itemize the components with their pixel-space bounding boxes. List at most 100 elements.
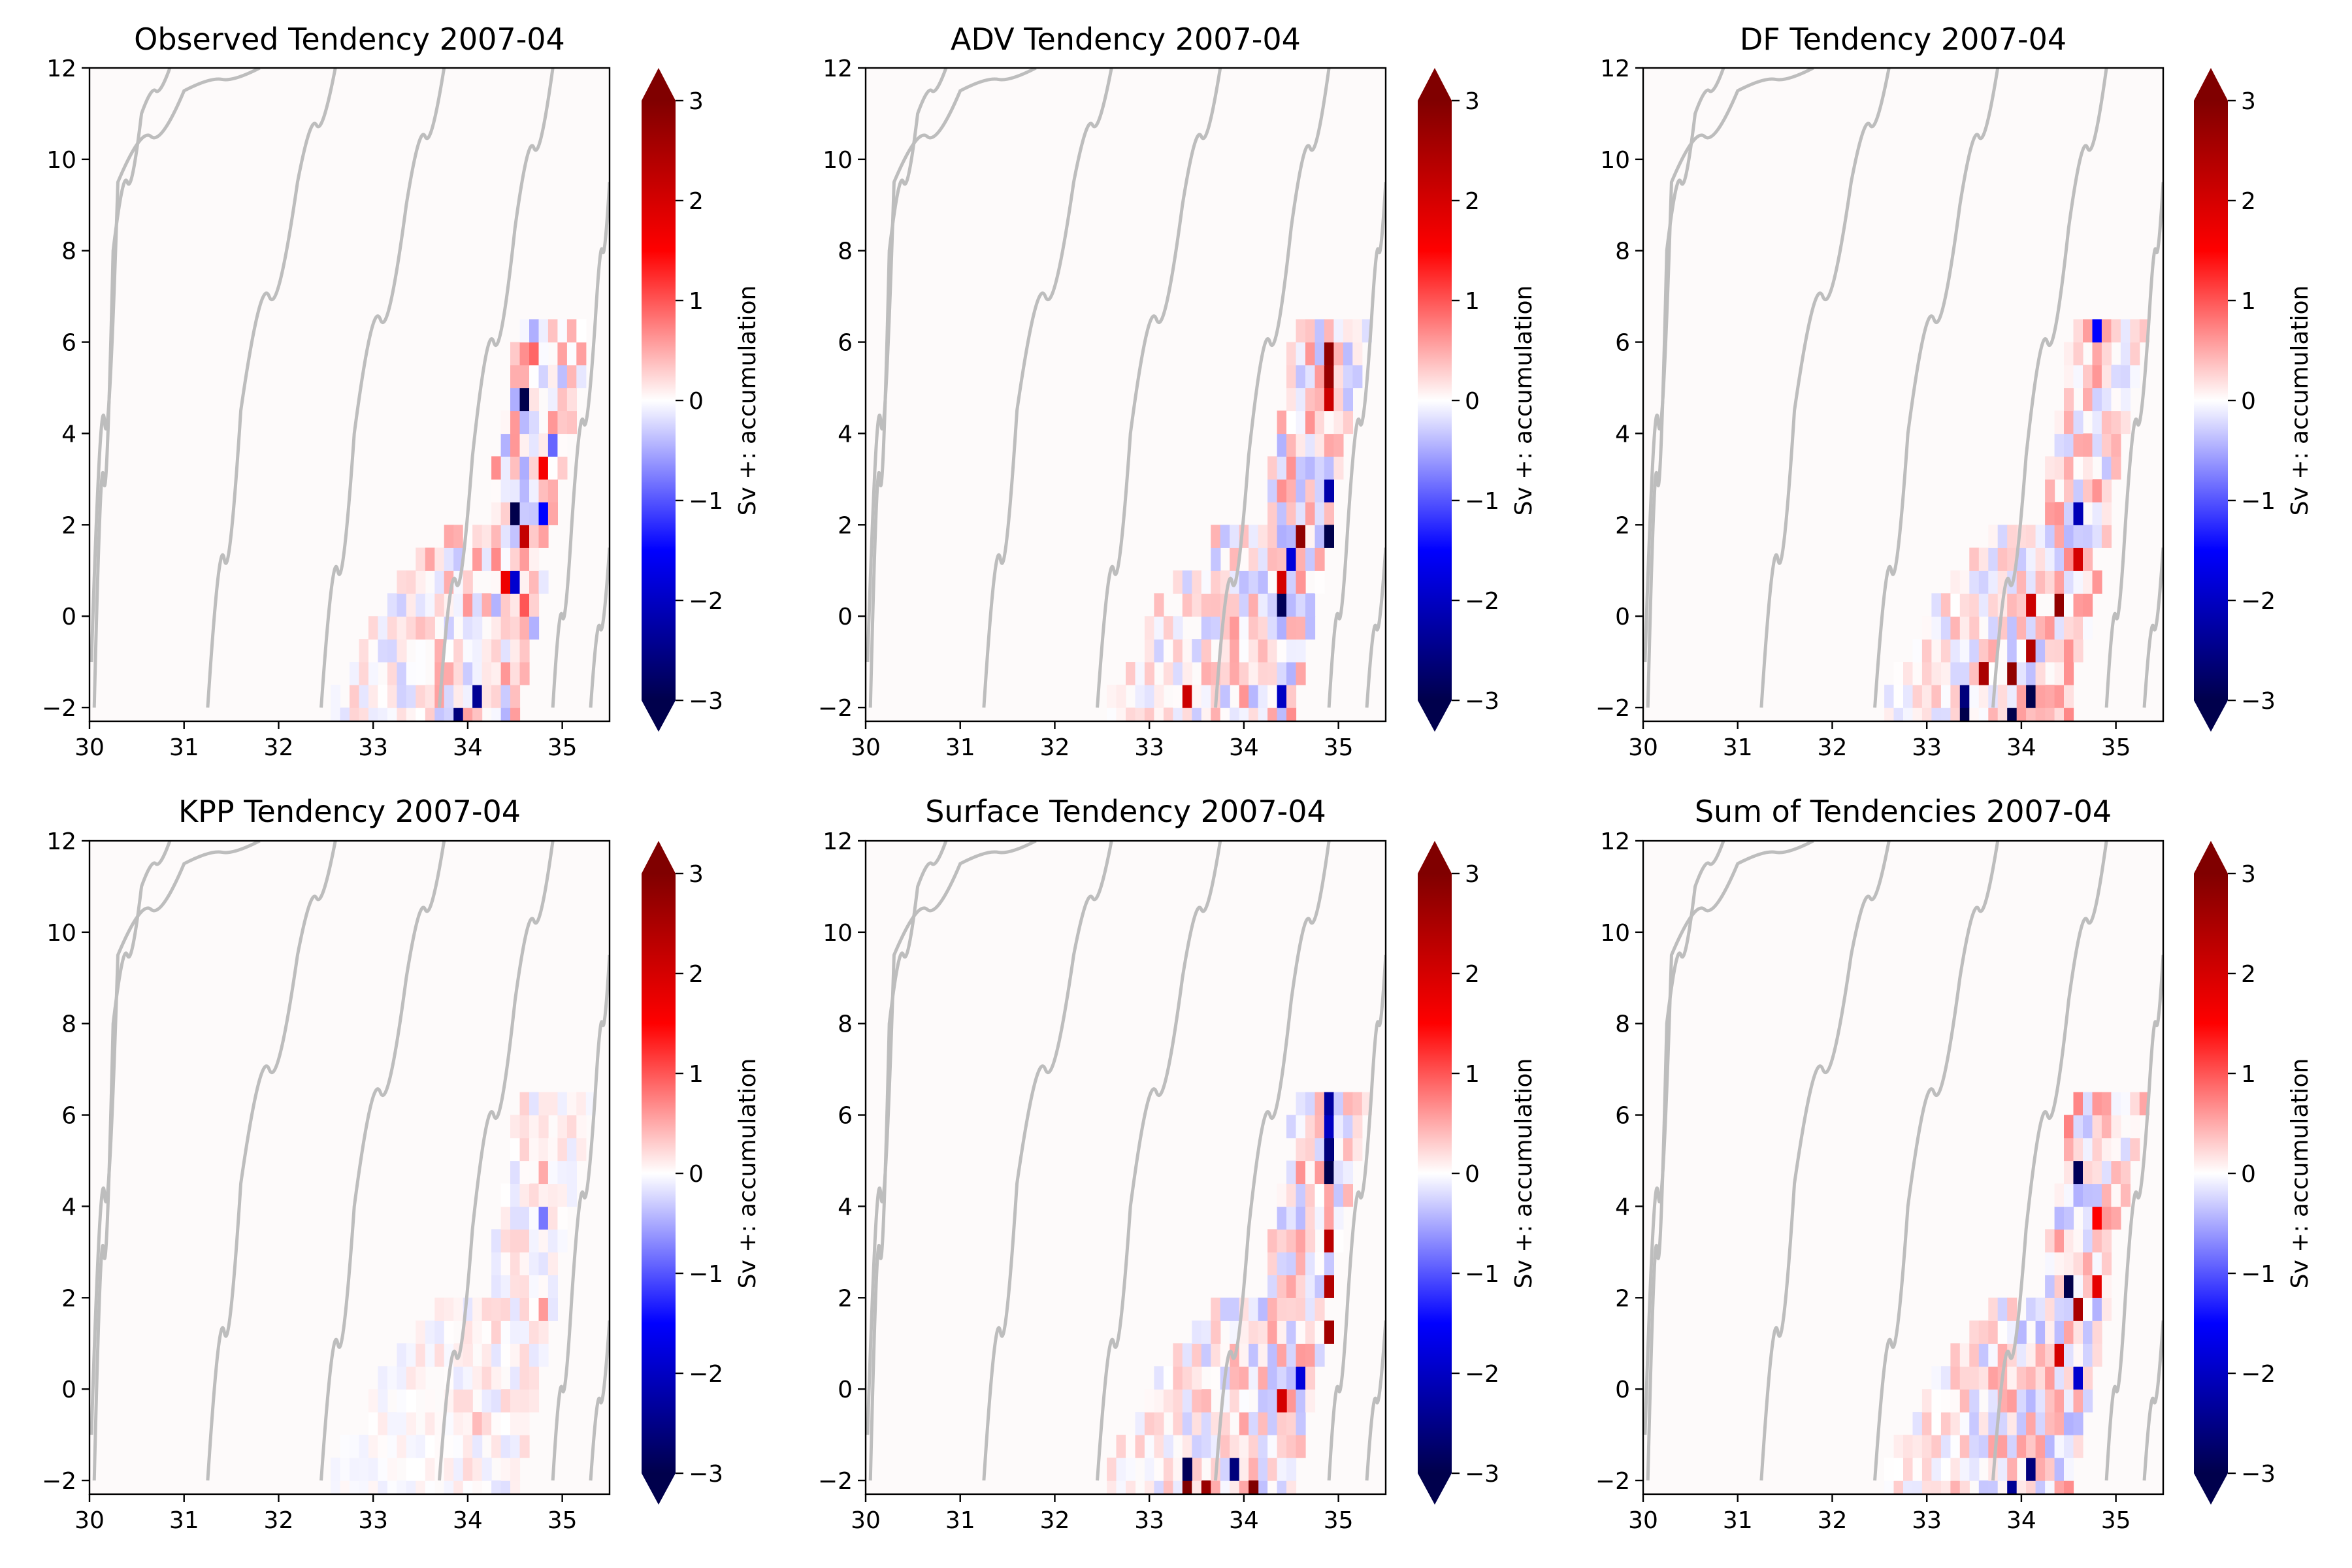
- isopycnal-line: [92, 841, 172, 1481]
- heatmap-cell: [2101, 479, 2112, 502]
- heatmap-cell: [2073, 410, 2083, 434]
- y-tick-label: 6: [61, 330, 76, 357]
- heatmap-cell: [378, 1458, 388, 1481]
- heatmap-cell: [1893, 708, 1904, 721]
- colorbar-tick-label: −1: [2241, 1261, 2276, 1288]
- colorbar-tick-label: 0: [1465, 388, 1480, 415]
- heatmap-cell: [1352, 1115, 1363, 1139]
- heatmap-cell: [2054, 1435, 2065, 1458]
- heatmap-cell: [1324, 433, 1334, 457]
- heatmap-cell: [500, 1458, 511, 1481]
- heatmap-cell: [1305, 593, 1316, 617]
- colorbar-label: Sv +: accumulation: [734, 286, 761, 516]
- heatmap-cell: [500, 1320, 511, 1344]
- heatmap-cell: [1249, 1480, 1259, 1494]
- heatmap-cell: [1931, 1366, 1942, 1390]
- heatmap-cell: [1277, 1412, 1287, 1435]
- heatmap-cell: [2016, 1389, 2027, 1413]
- heatmap-cell: [2083, 1092, 2093, 1116]
- heatmap-cell: [2035, 1320, 2046, 1344]
- heatmap-cell: [406, 1458, 416, 1481]
- panel-df: DF Tendency 2007-04 30 31 32 33 34 35 −202468…: [1595, 22, 2313, 761]
- heatmap-cell: [1296, 1366, 1306, 1390]
- heatmap-cell: [463, 685, 473, 708]
- heatmap-cell: [1305, 1275, 1316, 1298]
- heatmap-cell: [1296, 1206, 1306, 1230]
- heatmap-cell: [1305, 1206, 1316, 1230]
- heatmap-cell: [1239, 708, 1249, 721]
- heatmap-cell: [510, 662, 521, 685]
- heatmap-cell: [2054, 502, 2065, 525]
- heatmap-cell: [519, 1275, 530, 1298]
- heatmap-cell: [1959, 570, 1970, 594]
- heatmap-cell: [2111, 1137, 2121, 1162]
- x-tick-label: 30: [1628, 734, 1658, 761]
- heatmap-cell: [510, 525, 521, 548]
- heatmap-cell: [406, 1366, 416, 1390]
- heatmap-cell: [2054, 1320, 2065, 1344]
- heatmap-cell: [2064, 570, 2074, 594]
- heatmap-cell: [359, 708, 369, 721]
- heatmap-cell: [1126, 662, 1136, 685]
- heatmap-cell: [519, 1206, 530, 1230]
- heatmap-cell: [2083, 1137, 2093, 1162]
- heatmap-cell: [1997, 1435, 2008, 1458]
- heatmap-cell: [1201, 1320, 1211, 1344]
- heatmap-cell: [2083, 1343, 2093, 1367]
- heatmap-cell: [566, 1115, 577, 1139]
- heatmap-cell: [500, 616, 511, 640]
- isopycnal-lines: [90, 68, 610, 708]
- colorbar-label: Sv +: accumulation: [1511, 1058, 1537, 1289]
- x-tick-label: 33: [1912, 1507, 1942, 1534]
- heatmap-cell: [1940, 1458, 1951, 1481]
- heatmap-cell: [2101, 1229, 2112, 1252]
- heatmap-cell: [1192, 1435, 1202, 1458]
- heatmap-cell: [529, 456, 540, 480]
- heatmap-cell: [1305, 1160, 1316, 1184]
- y-tick-label: 2: [61, 1285, 76, 1312]
- heatmap-cell: [1333, 365, 1344, 389]
- heatmap-cell: [2073, 525, 2083, 548]
- heatmap-cell: [2007, 593, 2017, 617]
- heatmap-cell: [350, 1480, 360, 1494]
- y-tick-label: 10: [46, 147, 76, 174]
- heatmap-cell: [2083, 1298, 2093, 1321]
- heatmap-cell: [1126, 1458, 1136, 1481]
- heatmap-cell: [463, 1366, 473, 1390]
- isopycnal-line: [868, 841, 948, 1481]
- heatmap-cell: [1959, 1412, 1970, 1435]
- isopycnal-line: [589, 1320, 610, 1481]
- heatmap-cell: [1343, 1092, 1353, 1116]
- heatmap-cell: [1903, 1458, 1914, 1481]
- heatmap-cell: [1267, 639, 1278, 662]
- heatmap-cell: [1154, 1458, 1164, 1481]
- colorbar-tick-label: 0: [1465, 1161, 1480, 1188]
- colorbar-tick-label: 0: [2241, 1161, 2256, 1188]
- heatmap-cell: [1959, 639, 1970, 662]
- x-tick-label: 34: [1229, 734, 1259, 761]
- heatmap-cell: [1315, 1206, 1325, 1230]
- y-tick-label: −2: [42, 1468, 76, 1495]
- heatmap-cell: [2035, 525, 2046, 548]
- heatmap-cell: [2083, 616, 2093, 640]
- heatmap-cells: [90, 68, 610, 721]
- heatmap-cell: [1940, 616, 1951, 640]
- heatmap-cell: [2016, 662, 2027, 685]
- heatmap-cell: [2111, 410, 2121, 434]
- y-tick-label: 8: [1615, 1011, 1630, 1038]
- heatmap-cell: [510, 433, 521, 457]
- heatmap-cell: [1267, 1252, 1278, 1275]
- heatmap-cell: [1305, 616, 1316, 640]
- heatmap-cell: [397, 570, 407, 594]
- colorbar-label: Sv +: accumulation: [1511, 286, 1537, 516]
- heatmap-cell: [2064, 1137, 2074, 1162]
- heatmap-cell: [510, 1458, 521, 1481]
- heatmap-cell: [1239, 685, 1249, 708]
- isopycnal-lines: [1643, 841, 2163, 1481]
- heatmap-cell: [2073, 570, 2083, 594]
- heatmap-cell: [2026, 1480, 2036, 1494]
- heatmap-cell: [529, 1115, 540, 1139]
- heatmap-cell: [1116, 1480, 1126, 1494]
- heatmap-cell: [2073, 1183, 2083, 1207]
- heatmap-cell: [2016, 593, 2027, 617]
